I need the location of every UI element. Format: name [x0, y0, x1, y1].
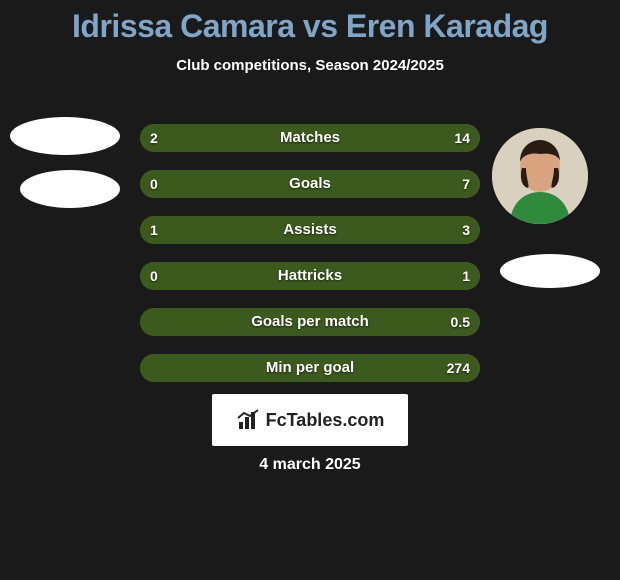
bar-label: Goals — [140, 170, 480, 198]
bar-row: Goals per match0.5 — [140, 308, 480, 336]
player2-club-placeholder — [500, 254, 600, 288]
bar-label: Hattricks — [140, 262, 480, 290]
player2-name: Eren Karadag — [346, 8, 548, 44]
vs-text: vs — [303, 8, 338, 44]
brand-chart-icon — [236, 408, 260, 432]
bar-row: 1Assists3 — [140, 216, 480, 244]
player2-avatar — [492, 128, 588, 224]
bar-label: Matches — [140, 124, 480, 152]
brand-text: FcTables.com — [266, 410, 385, 431]
bar-row: 2Matches14 — [140, 124, 480, 152]
brand-badge[interactable]: FcTables.com — [212, 394, 408, 446]
bar-right-value: 274 — [437, 354, 480, 382]
page-title: Idrissa Camara vs Eren Karadag — [0, 0, 620, 45]
bar-label: Min per goal — [140, 354, 480, 382]
bar-row: 0Goals7 — [140, 170, 480, 198]
bar-label: Goals per match — [140, 308, 480, 336]
bar-right-value: 0.5 — [441, 308, 480, 336]
bar-right-value: 14 — [444, 124, 480, 152]
bar-row: Min per goal274 — [140, 354, 480, 382]
date-text: 4 march 2025 — [0, 456, 620, 474]
subtitle: Club competitions, Season 2024/2025 — [0, 57, 620, 74]
bar-right-value: 1 — [452, 262, 480, 290]
player1-name: Idrissa Camara — [72, 8, 294, 44]
bar-row: 0Hattricks1 — [140, 262, 480, 290]
player1-club-placeholder — [20, 170, 120, 208]
comparison-bars: 2Matches140Goals71Assists30Hattricks1Goa… — [140, 124, 480, 400]
player1-avatar-placeholder — [10, 117, 120, 155]
bar-right-value: 3 — [452, 216, 480, 244]
bar-label: Assists — [140, 216, 480, 244]
bar-right-value: 7 — [452, 170, 480, 198]
